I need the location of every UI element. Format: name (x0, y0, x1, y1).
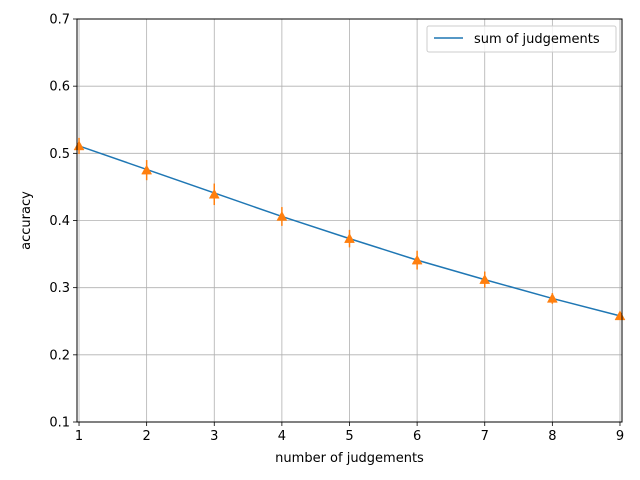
plot-series (73, 137, 626, 321)
triangle-marker (411, 254, 423, 265)
y-tick-label: 0.5 (49, 147, 70, 162)
triangle-marker (344, 233, 355, 243)
x-axis-label: number of judgements (275, 451, 424, 466)
axis-ticks: 1 2 3 4 5 6 7 8 9 0.1 0.2 0.3 0.4 0.5 0.6 0.7 (49, 13, 624, 445)
legend-label-sum-of-judgements: sum of judgements (474, 32, 600, 47)
y-tick-label: 0.7 (49, 13, 70, 28)
x-tick-label: 2 (143, 429, 151, 444)
triangle-marker (141, 164, 153, 175)
triangle-marker (546, 292, 558, 303)
x-tick-label: 8 (548, 429, 556, 444)
y-axis-label: accuracy (19, 191, 34, 250)
x-tick-label: 3 (210, 429, 218, 444)
triangle-marker (276, 210, 288, 221)
triangle-marker (208, 188, 220, 199)
x-tick-label: 6 (413, 429, 421, 444)
x-tick-label: 1 (75, 429, 83, 444)
y-tick-label: 0.3 (49, 281, 70, 296)
x-tick-label: 9 (616, 429, 624, 444)
x-tick-label: 5 (345, 429, 353, 444)
y-tick-label: 0.2 (49, 348, 70, 363)
grid (77, 18, 622, 423)
triangle-marker (479, 274, 491, 284)
legend-box (426, 25, 617, 53)
legend: sum of judgements (426, 25, 617, 53)
triangle-marker (73, 140, 85, 151)
y-tick-label: 0.1 (49, 416, 70, 431)
x-tick-label: 7 (481, 429, 489, 444)
y-tick-label: 0.6 (49, 80, 70, 95)
y-tick-label: 0.4 (49, 214, 70, 229)
x-tick-label: 4 (278, 429, 286, 444)
